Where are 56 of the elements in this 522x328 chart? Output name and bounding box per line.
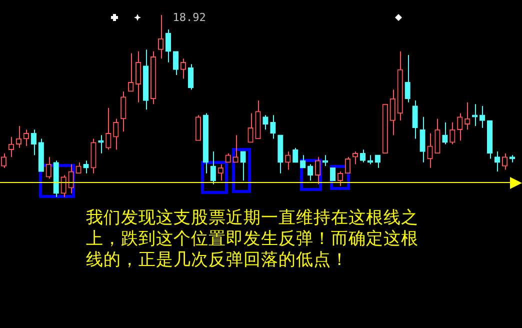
- candlestick: [390, 89, 396, 136]
- annotation: 18.92: [172, 10, 206, 24]
- candlestick: [472, 104, 478, 127]
- candlestick: [337, 171, 344, 187]
- candlestick: [434, 118, 440, 154]
- candlestick: [16, 126, 22, 148]
- candlestick: [165, 29, 172, 63]
- candlestick: [8, 136, 14, 158]
- candlestick: [285, 151, 291, 170]
- candlestick: [30, 129, 36, 156]
- candlestick: [494, 151, 500, 172]
- candlestick: [314, 156, 321, 185]
- candlestick: [158, 14, 164, 60]
- candlestick: [113, 118, 119, 150]
- candlestick: [450, 122, 456, 145]
- candlestick: [225, 152, 231, 163]
- candlestick: [128, 52, 134, 92]
- candlestick: [46, 156, 52, 180]
- candlestick: [180, 58, 186, 80]
- candlestick: [404, 54, 410, 103]
- candlestick: [502, 152, 508, 170]
- candlestick: [83, 160, 89, 174]
- candlestick: [330, 168, 336, 181]
- candlestick: [262, 114, 268, 130]
- text: 我们发现这支股票近期一直维持在这根线之上，跌到这个位置即发生反弹！而确定这根线的，正是几次反弹回落的低点！: [86, 208, 420, 271]
- candlestick: [248, 112, 254, 143]
- candlestick: [106, 107, 112, 150]
- candlestick: [464, 102, 470, 130]
- candlestick: [420, 116, 426, 163]
- candlestick: [218, 164, 224, 182]
- candlestick: [308, 164, 314, 182]
- candlestick: [172, 50, 179, 76]
- candlestick: [412, 100, 418, 140]
- candlestick: [270, 114, 276, 140]
- candlestick: [344, 156, 351, 174]
- candlestick: [136, 50, 142, 103]
- candlestick: [68, 164, 74, 194]
- candlestick: [195, 114, 202, 142]
- candlestick: [292, 147, 298, 163]
- candlestick: [98, 134, 104, 154]
- candlestick: [457, 112, 463, 142]
- candlestick: [367, 154, 374, 165]
- candlestick: [427, 132, 433, 168]
- candlestick: [232, 134, 238, 163]
- candlestick: [442, 122, 448, 145]
- candlestick: [210, 151, 216, 185]
- candlestick: [352, 151, 358, 165]
- candlestick: [23, 129, 30, 147]
- candlestick: [188, 64, 194, 90]
- candlestick: [374, 154, 380, 168]
- candlestick: [322, 154, 328, 167]
- candlestick: [76, 162, 82, 174]
- candlestick: [120, 90, 126, 132]
- candlestick: [240, 151, 246, 182]
- candlestick: [480, 106, 486, 128]
- candlestick: [60, 174, 66, 198]
